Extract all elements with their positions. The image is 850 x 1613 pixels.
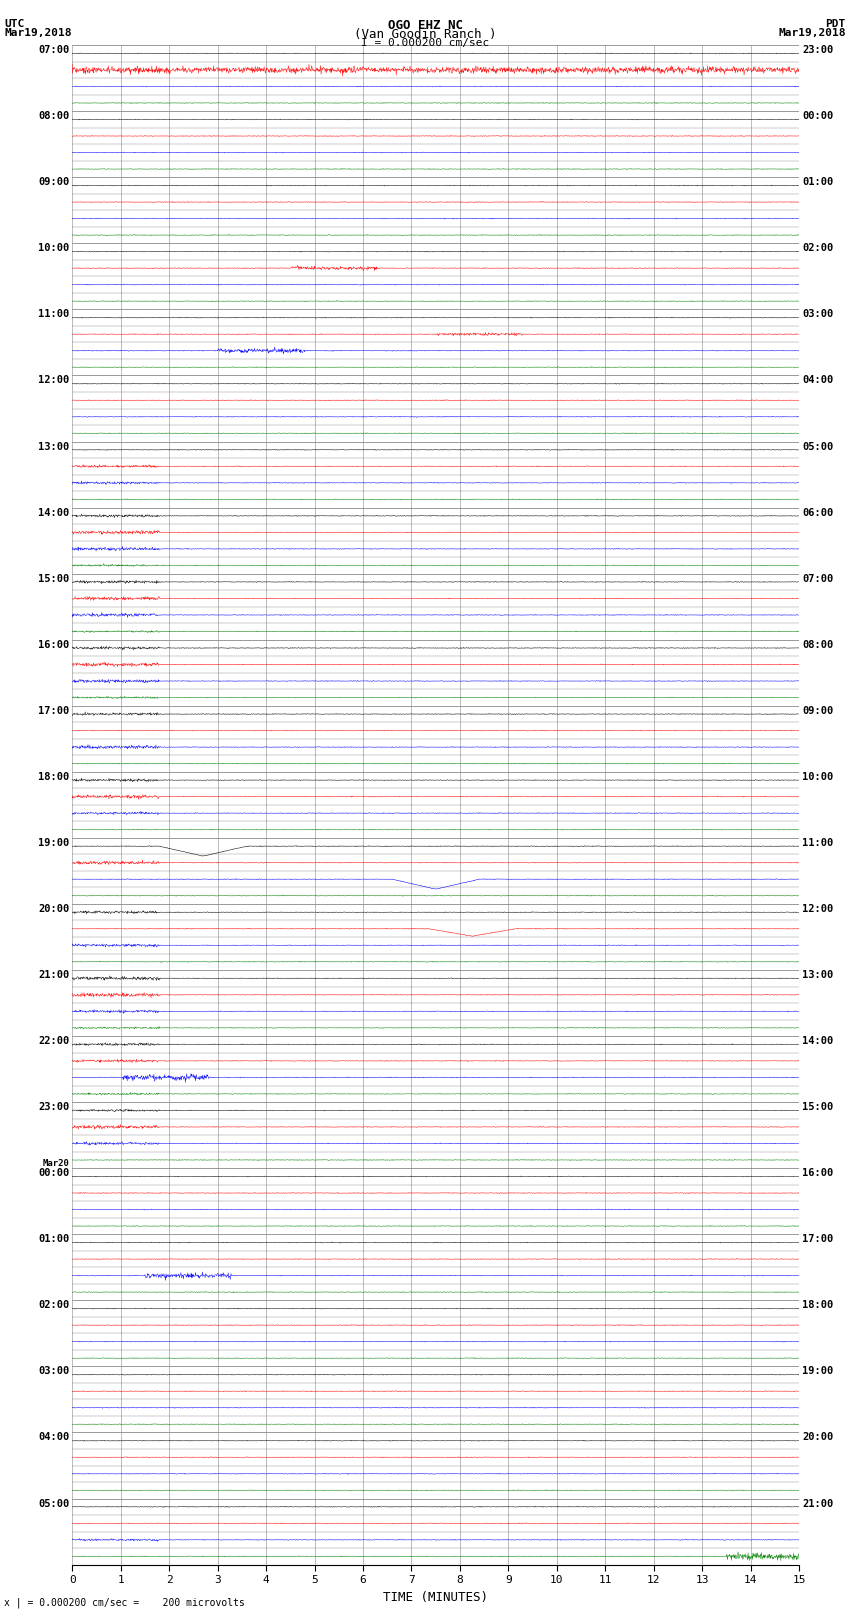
- Text: 13:00: 13:00: [802, 969, 833, 981]
- Text: 18:00: 18:00: [802, 1300, 833, 1310]
- Text: Mar20: Mar20: [42, 1160, 70, 1168]
- Text: Mar19,2018: Mar19,2018: [4, 29, 71, 39]
- Text: 15:00: 15:00: [38, 574, 70, 584]
- Text: 08:00: 08:00: [802, 640, 833, 650]
- Text: 03:00: 03:00: [38, 1366, 70, 1376]
- Text: 19:00: 19:00: [38, 837, 70, 848]
- Text: 00:00: 00:00: [38, 1168, 70, 1177]
- Text: PDT: PDT: [825, 18, 846, 29]
- Text: 09:00: 09:00: [38, 177, 70, 187]
- Text: UTC: UTC: [4, 18, 25, 29]
- Text: 00:00: 00:00: [802, 111, 833, 121]
- Text: 10:00: 10:00: [38, 244, 70, 253]
- Text: 06:00: 06:00: [802, 508, 833, 518]
- Text: 05:00: 05:00: [802, 442, 833, 452]
- Text: 18:00: 18:00: [38, 773, 70, 782]
- Text: 12:00: 12:00: [802, 903, 833, 915]
- Text: 21:00: 21:00: [802, 1498, 833, 1508]
- Text: (Van Goodin Ranch ): (Van Goodin Ranch ): [354, 29, 496, 42]
- Text: 08:00: 08:00: [38, 111, 70, 121]
- Text: 12:00: 12:00: [38, 376, 70, 386]
- Text: 20:00: 20:00: [38, 903, 70, 915]
- Text: 04:00: 04:00: [802, 376, 833, 386]
- Text: 16:00: 16:00: [802, 1168, 833, 1177]
- Text: 14:00: 14:00: [38, 508, 70, 518]
- Text: 11:00: 11:00: [802, 837, 833, 848]
- Text: 19:00: 19:00: [802, 1366, 833, 1376]
- Text: 07:00: 07:00: [802, 574, 833, 584]
- Text: 09:00: 09:00: [802, 706, 833, 716]
- X-axis label: TIME (MINUTES): TIME (MINUTES): [383, 1590, 488, 1603]
- Text: 02:00: 02:00: [802, 244, 833, 253]
- Text: I = 0.000200 cm/sec: I = 0.000200 cm/sec: [361, 37, 489, 48]
- Text: 05:00: 05:00: [38, 1498, 70, 1508]
- Text: 07:00: 07:00: [38, 45, 70, 55]
- Text: 04:00: 04:00: [38, 1432, 70, 1442]
- Text: 01:00: 01:00: [38, 1234, 70, 1244]
- Text: 22:00: 22:00: [38, 1036, 70, 1047]
- Text: 03:00: 03:00: [802, 310, 833, 319]
- Text: OGO EHZ NC: OGO EHZ NC: [388, 18, 462, 32]
- Text: 23:00: 23:00: [802, 45, 833, 55]
- Text: 17:00: 17:00: [802, 1234, 833, 1244]
- Text: 14:00: 14:00: [802, 1036, 833, 1047]
- Text: 21:00: 21:00: [38, 969, 70, 981]
- Text: 01:00: 01:00: [802, 177, 833, 187]
- Text: x | = 0.000200 cm/sec =    200 microvolts: x | = 0.000200 cm/sec = 200 microvolts: [4, 1597, 245, 1608]
- Text: 20:00: 20:00: [802, 1432, 833, 1442]
- Text: 16:00: 16:00: [38, 640, 70, 650]
- Text: 17:00: 17:00: [38, 706, 70, 716]
- Text: 02:00: 02:00: [38, 1300, 70, 1310]
- Text: 23:00: 23:00: [38, 1102, 70, 1113]
- Text: 13:00: 13:00: [38, 442, 70, 452]
- Text: 11:00: 11:00: [38, 310, 70, 319]
- Text: 10:00: 10:00: [802, 773, 833, 782]
- Text: Mar19,2018: Mar19,2018: [779, 29, 846, 39]
- Text: 15:00: 15:00: [802, 1102, 833, 1113]
